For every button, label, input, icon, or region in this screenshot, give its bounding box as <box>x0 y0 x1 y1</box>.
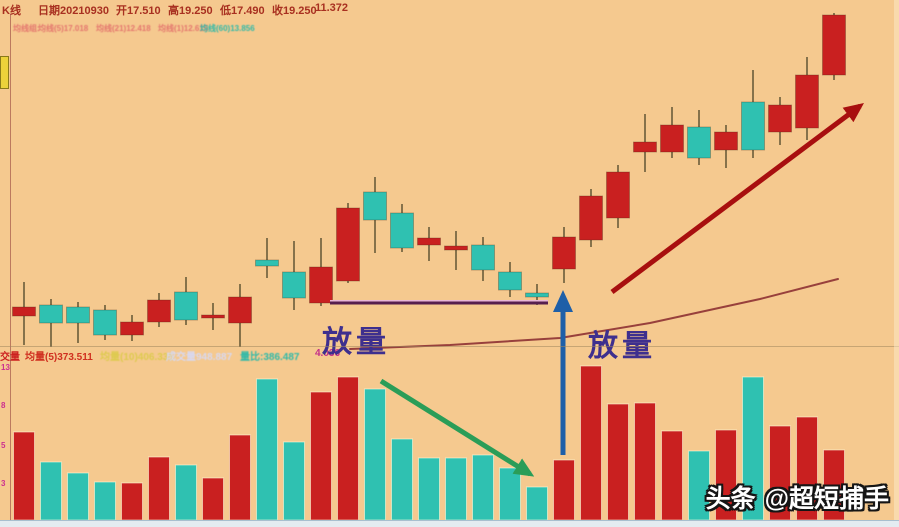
bottom-scrollbar[interactable] <box>0 520 899 527</box>
volume-indicator-value: 4.036 <box>315 348 341 359</box>
volume-burst-label-1: 放量 <box>322 326 390 359</box>
ma1-value: 均线(1)12.615 <box>158 24 209 33</box>
price-axis-line <box>10 14 11 520</box>
ma60-value: 均线(60)13.856 <box>200 24 255 33</box>
volume-value: 成交量948.887 <box>166 352 233 363</box>
volume-ratio-value: 量比:386.487 <box>240 352 300 363</box>
low-value: 低17.490 <box>220 5 265 17</box>
pane-label: K线 <box>2 5 21 17</box>
watermark-handle: @超短捕手 <box>764 485 889 513</box>
ma-group-label: 均线组: <box>13 24 40 33</box>
watermark: 头条 @超短捕手 <box>706 479 889 515</box>
volume-burst-label-2: 放量 <box>588 330 656 363</box>
avg-volume10-value: 均量(10)406.335 <box>100 352 174 363</box>
watermark-brand: 头条 <box>705 485 756 513</box>
date-value: 日期20210930 <box>38 5 109 17</box>
avg-volume5-value: 均量(5)373.511 <box>25 352 93 363</box>
high-value: 高19.250 <box>168 5 213 17</box>
vol-axis-label-2: 8 <box>1 401 6 410</box>
toolbar-marker <box>0 56 9 89</box>
ma5-value: 均线(5)17.018 <box>38 24 89 33</box>
extra-value: 11.372 <box>315 2 349 14</box>
pane-divider <box>0 346 899 347</box>
ma21-value: 均线(21)12.418 <box>96 24 151 33</box>
open-value: 开17.510 <box>116 5 161 17</box>
vol-axis-label-3: 5 <box>1 441 6 450</box>
close-value: 收19.250 <box>272 5 317 17</box>
right-scrollbar[interactable] <box>894 0 899 527</box>
vol-axis-label-4: 3 <box>1 479 6 488</box>
vol-axis-label-1: 13 <box>1 363 10 372</box>
